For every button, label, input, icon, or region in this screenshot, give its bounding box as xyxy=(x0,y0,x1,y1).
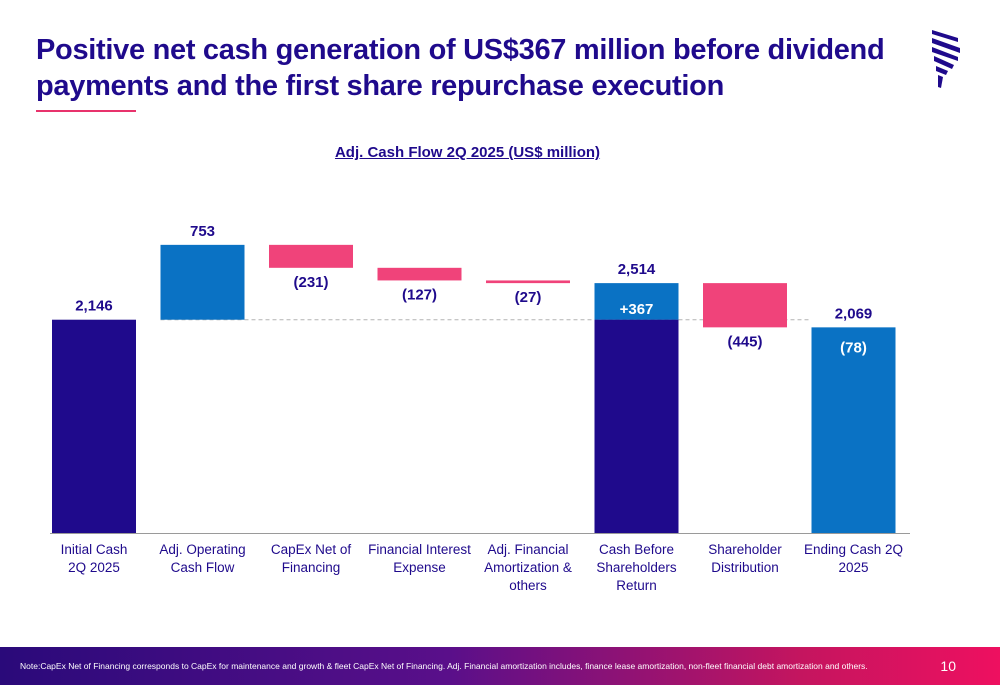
bar-value-label: (231) xyxy=(293,274,328,291)
x-tick-label: Adj. Operating Cash Flow xyxy=(159,542,245,575)
bar xyxy=(160,244,245,320)
x-tick-label: Adj. Financial Amortization & others xyxy=(484,542,572,593)
bar xyxy=(594,319,679,533)
x-tick-label: Shareholder Distribution xyxy=(708,542,782,575)
bar-value-label: 2,146 xyxy=(75,298,113,315)
x-tick-label: Financial Interest Expense xyxy=(368,542,471,575)
bar xyxy=(52,319,136,533)
x-tick-label: Cash Before Shareholders Return xyxy=(596,542,677,593)
bar-value-label: (27) xyxy=(515,289,542,306)
page-title: Positive net cash generation of US$367 m… xyxy=(36,34,885,102)
chart-title: Adj. Cash Flow 2Q 2025 (US$ million) xyxy=(334,144,601,161)
bar xyxy=(486,280,570,284)
bar-value-label: (445) xyxy=(727,333,762,350)
bar xyxy=(269,244,353,268)
x-tick-label: Initial Cash 2Q 2025 xyxy=(61,542,128,575)
bar-value-label: 2,514 xyxy=(618,261,656,278)
title-underline xyxy=(36,110,136,112)
footer-bar: Note:CapEx Net of Financing corresponds … xyxy=(0,647,1000,685)
bar-value-label: 2,069 xyxy=(835,305,873,322)
bar-change-label: (78) xyxy=(840,339,867,356)
bar xyxy=(703,283,787,328)
bar xyxy=(811,327,896,533)
bar-value-label: 753 xyxy=(190,223,215,240)
x-tick-label: Ending Cash 2Q 2025 xyxy=(804,542,903,575)
footer-note: Note:CapEx Net of Financing corresponds … xyxy=(20,661,868,671)
bar-change-segment xyxy=(594,283,679,320)
bar-change-label: +367 xyxy=(620,301,654,318)
bar-value-label: (127) xyxy=(402,286,437,303)
page-number: 10 xyxy=(940,658,956,674)
bar xyxy=(377,267,462,281)
x-tick-label: CapEx Net of Financing xyxy=(271,542,352,575)
brand-chevron-logo-icon xyxy=(932,30,960,88)
waterfall-chart: 2,146 Initial Cash 2Q 2025 753 Adj. Operatin… xyxy=(50,223,910,593)
